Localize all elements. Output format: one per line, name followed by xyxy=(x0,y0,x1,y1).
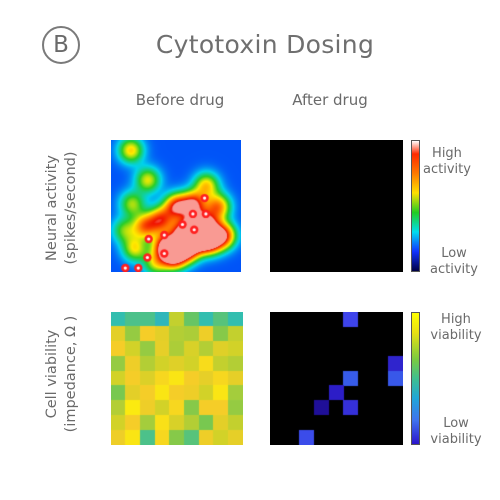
activity-colorbar-low-label: Low activity xyxy=(430,246,478,277)
viability-heatmap-before xyxy=(111,312,243,445)
panel-letter: B xyxy=(42,26,80,64)
figure-title: Cytotoxin Dosing xyxy=(155,30,375,59)
viability-colorbar xyxy=(411,312,420,445)
activity-heatmap-after xyxy=(270,140,403,272)
activity-colorbar xyxy=(411,140,420,272)
column-header-before: Before drug xyxy=(135,91,225,109)
row-label-neural-activity: Neural activity (spikes/second) xyxy=(44,151,79,265)
column-header-after: After drug xyxy=(292,91,368,109)
row-label-cell-viability: Cell viability (impedance, Ω ) xyxy=(44,315,79,433)
viability-heatmap-after xyxy=(270,312,403,445)
panel-letter-text: B xyxy=(53,32,69,58)
activity-colorbar-high-label: High activity xyxy=(423,146,471,177)
viability-colorbar-low-label: Low viability xyxy=(430,416,482,447)
activity-heatmap-before xyxy=(111,140,241,272)
viability-colorbar-high-label: High viability xyxy=(430,312,482,343)
